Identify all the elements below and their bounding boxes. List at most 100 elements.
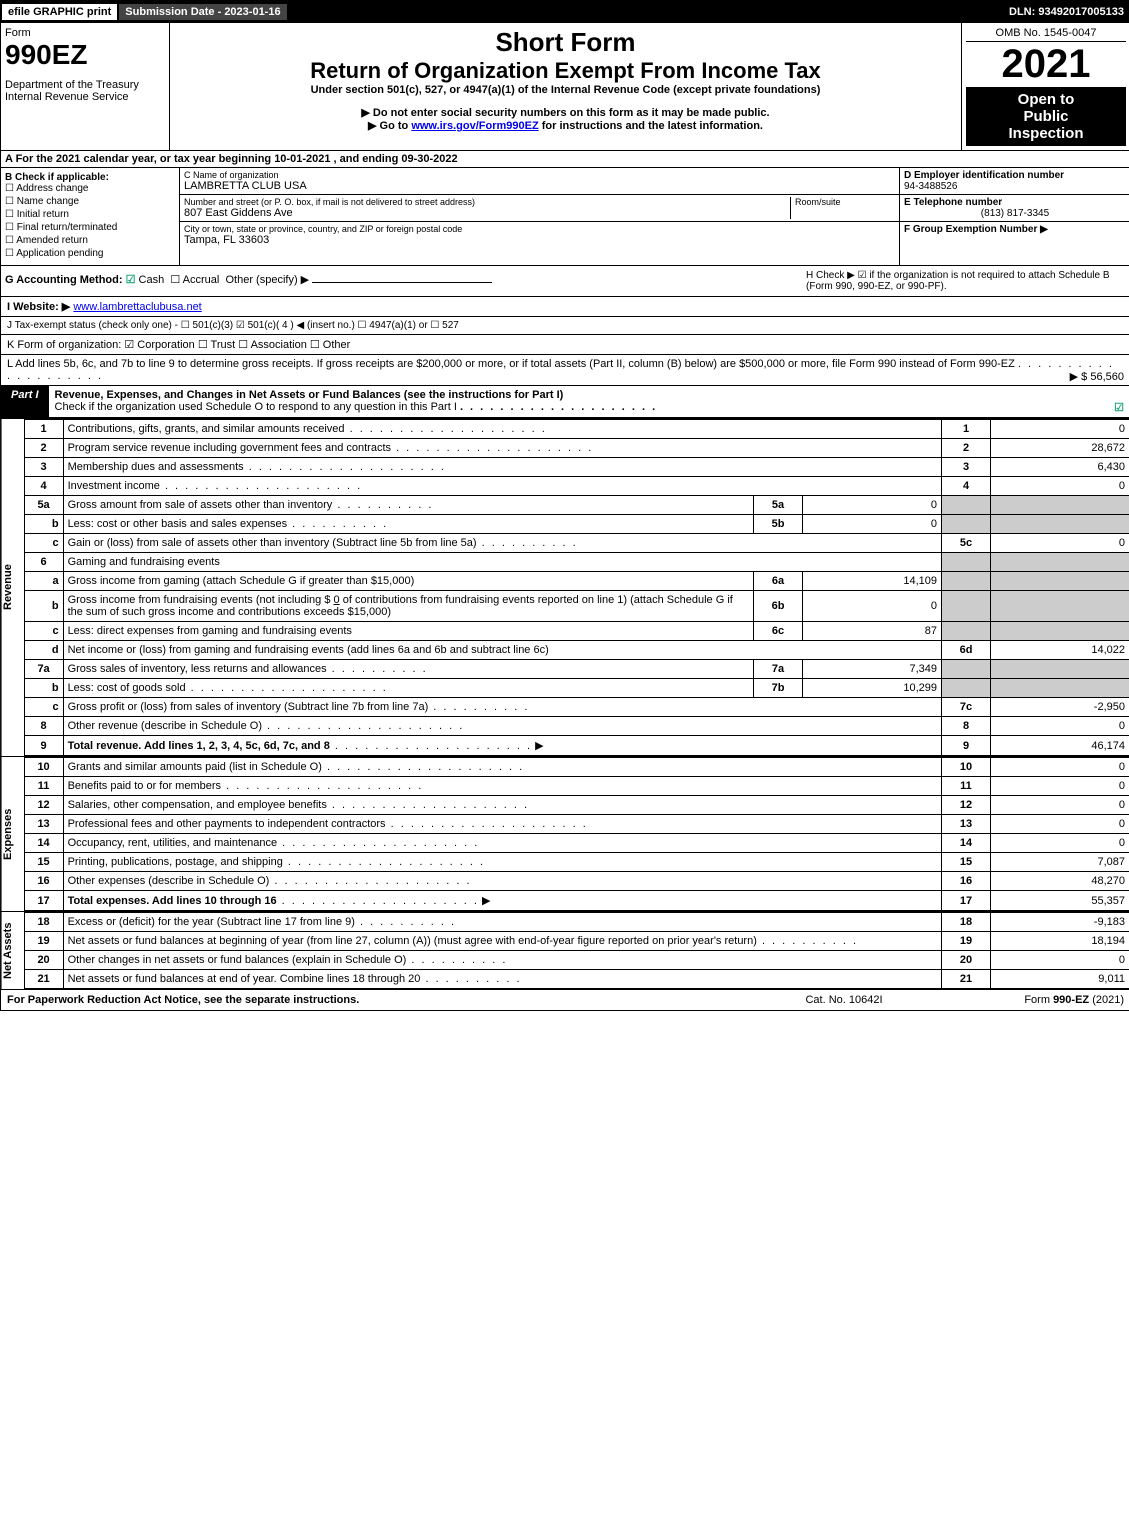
l8-num: 8 bbox=[24, 717, 63, 736]
l7a-grey-box bbox=[942, 660, 991, 679]
inspection-box: Open to Public Inspection bbox=[966, 87, 1126, 146]
l-amount: ▶ $ 56,560 bbox=[1070, 370, 1124, 383]
dln-label: DLN: 93492017005133 bbox=[1003, 4, 1129, 20]
l18-num: 18 bbox=[24, 913, 63, 932]
l9-amt: 46,174 bbox=[991, 736, 1129, 756]
l11-amt: 0 bbox=[991, 777, 1129, 796]
header-center: Short Form Return of Organization Exempt… bbox=[170, 23, 961, 150]
l16-num: 16 bbox=[24, 872, 63, 891]
f-box: F Group Exemption Number ▶ bbox=[900, 222, 1129, 237]
l7b-desc: Less: cost of goods sold bbox=[68, 682, 186, 694]
irs-label: Internal Revenue Service bbox=[5, 91, 165, 103]
l5a-num: 5a bbox=[24, 496, 63, 515]
l7c-amt: -2,950 bbox=[991, 698, 1129, 717]
expenses-vertical-label: Expenses bbox=[1, 757, 24, 911]
l3-box: 3 bbox=[942, 458, 991, 477]
part1-label: Part I bbox=[1, 386, 49, 417]
l3-num: 3 bbox=[24, 458, 63, 477]
l11-desc: Benefits paid to or for members bbox=[68, 780, 221, 792]
arrow-icon bbox=[535, 740, 543, 752]
footer-left: For Paperwork Reduction Act Notice, see … bbox=[7, 994, 744, 1006]
l15-amt: 7,087 bbox=[991, 853, 1129, 872]
l6b-num: b bbox=[24, 591, 63, 622]
l12-desc: Salaries, other compensation, and employ… bbox=[68, 799, 327, 811]
label-cash: Cash bbox=[139, 274, 165, 286]
l6-grey-amt bbox=[991, 553, 1129, 572]
l17-box: 17 bbox=[942, 891, 991, 911]
l12-amt: 0 bbox=[991, 796, 1129, 815]
line-12: 12 Salaries, other compensation, and emp… bbox=[24, 796, 1129, 815]
row-h: H Check ▶ ☑ if the organization is not r… bbox=[802, 270, 1126, 292]
part1-checkbox[interactable] bbox=[1114, 401, 1124, 414]
l11-box: 11 bbox=[942, 777, 991, 796]
label-final-return: Final return/terminated bbox=[17, 222, 118, 233]
l12-box: 12 bbox=[942, 796, 991, 815]
checkbox-name-change[interactable] bbox=[5, 196, 14, 207]
l2-num: 2 bbox=[24, 439, 63, 458]
checkbox-final-return[interactable] bbox=[5, 222, 14, 233]
l5c-desc: Gain or (loss) from sale of assets other… bbox=[68, 537, 477, 549]
line-14: 14 Occupancy, rent, utilities, and maint… bbox=[24, 834, 1129, 853]
f-label: F Group Exemption Number ▶ bbox=[904, 224, 1048, 235]
col-b: B Check if applicable: Address change Na… bbox=[1, 168, 180, 265]
address-row: Number and street (or P. O. box, if mail… bbox=[180, 195, 899, 222]
label-initial-return: Initial return bbox=[17, 209, 69, 220]
checkbox-initial-return[interactable] bbox=[5, 209, 14, 220]
l16-desc: Other expenses (describe in Schedule O) bbox=[68, 875, 270, 887]
info-row: B Check if applicable: Address change Na… bbox=[1, 168, 1129, 266]
l5a-sub: 5a bbox=[754, 496, 803, 515]
header-left: Form 990EZ Department of the Treasury In… bbox=[1, 23, 170, 150]
tax-year: 2021 bbox=[966, 42, 1126, 87]
l5a-desc: Gross amount from sale of assets other t… bbox=[68, 499, 333, 511]
checkbox-cash[interactable] bbox=[126, 274, 136, 286]
l5c-amt: 0 bbox=[991, 534, 1129, 553]
line-7b: b Less: cost of goods sold 7b 10,299 bbox=[24, 679, 1129, 698]
l7b-grey-amt bbox=[991, 679, 1129, 698]
efile-print-button[interactable]: efile GRAPHIC print bbox=[1, 3, 118, 21]
l15-box: 15 bbox=[942, 853, 991, 872]
l5b-subamt: 0 bbox=[803, 515, 942, 534]
checkbox-amended-return[interactable] bbox=[5, 235, 14, 246]
line-6a: a Gross income from gaming (attach Sched… bbox=[24, 572, 1129, 591]
l7c-num: c bbox=[24, 698, 63, 717]
checkbox-accrual[interactable] bbox=[170, 274, 180, 286]
l7b-grey-box bbox=[942, 679, 991, 698]
netassets-vertical-label: Net Assets bbox=[1, 912, 24, 989]
website-link[interactable]: www.lambrettaclubusa.net bbox=[73, 301, 201, 313]
other-specify-field[interactable] bbox=[312, 270, 492, 283]
l4-box: 4 bbox=[942, 477, 991, 496]
l6b-sub: 6b bbox=[754, 591, 803, 622]
line-5a: 5a Gross amount from sale of assets othe… bbox=[24, 496, 1129, 515]
part1-dots bbox=[460, 401, 657, 413]
footer-right: Form 990-EZ (2021) bbox=[944, 994, 1124, 1006]
col-def: D Employer identification number 94-3488… bbox=[900, 168, 1129, 265]
form-label: Form bbox=[5, 27, 165, 39]
l15-desc: Printing, publications, postage, and shi… bbox=[68, 856, 283, 868]
l6b-grey-amt bbox=[991, 591, 1129, 622]
l6b-subamt: 0 bbox=[803, 591, 942, 622]
l7a-subamt: 7,349 bbox=[803, 660, 942, 679]
l6c-grey-amt bbox=[991, 622, 1129, 641]
l18-box: 18 bbox=[942, 913, 991, 932]
submission-date-button[interactable]: Submission Date - 2023-01-16 bbox=[118, 3, 287, 21]
header-row: Form 990EZ Department of the Treasury In… bbox=[1, 23, 1129, 151]
return-title: Return of Organization Exempt From Incom… bbox=[174, 58, 957, 84]
line-15: 15 Printing, publications, postage, and … bbox=[24, 853, 1129, 872]
expenses-table: 10 Grants and similar amounts paid (list… bbox=[24, 757, 1129, 911]
irs-link[interactable]: www.irs.gov/Form990EZ bbox=[411, 120, 538, 132]
line-l: L Add lines 5b, 6c, and 7b to line 9 to … bbox=[1, 355, 1129, 386]
line-4: 4 Investment income 4 0 bbox=[24, 477, 1129, 496]
l1-amt: 0 bbox=[991, 420, 1129, 439]
l6-num: 6 bbox=[24, 553, 63, 572]
l13-desc: Professional fees and other payments to … bbox=[68, 818, 386, 830]
checkbox-address-change[interactable] bbox=[5, 183, 14, 194]
l10-desc: Grants and similar amounts paid (list in… bbox=[68, 761, 322, 773]
part1-title-box: Revenue, Expenses, and Changes in Net As… bbox=[49, 386, 1129, 417]
line-6d: d Net income or (loss) from gaming and f… bbox=[24, 641, 1129, 660]
city-value: Tampa, FL 33603 bbox=[184, 234, 895, 246]
label-name-change: Name change bbox=[17, 196, 79, 207]
l7b-subamt: 10,299 bbox=[803, 679, 942, 698]
checkbox-application-pending[interactable] bbox=[5, 248, 14, 259]
label-address-change: Address change bbox=[16, 183, 88, 194]
revenue-vertical-label: Revenue bbox=[1, 419, 24, 756]
